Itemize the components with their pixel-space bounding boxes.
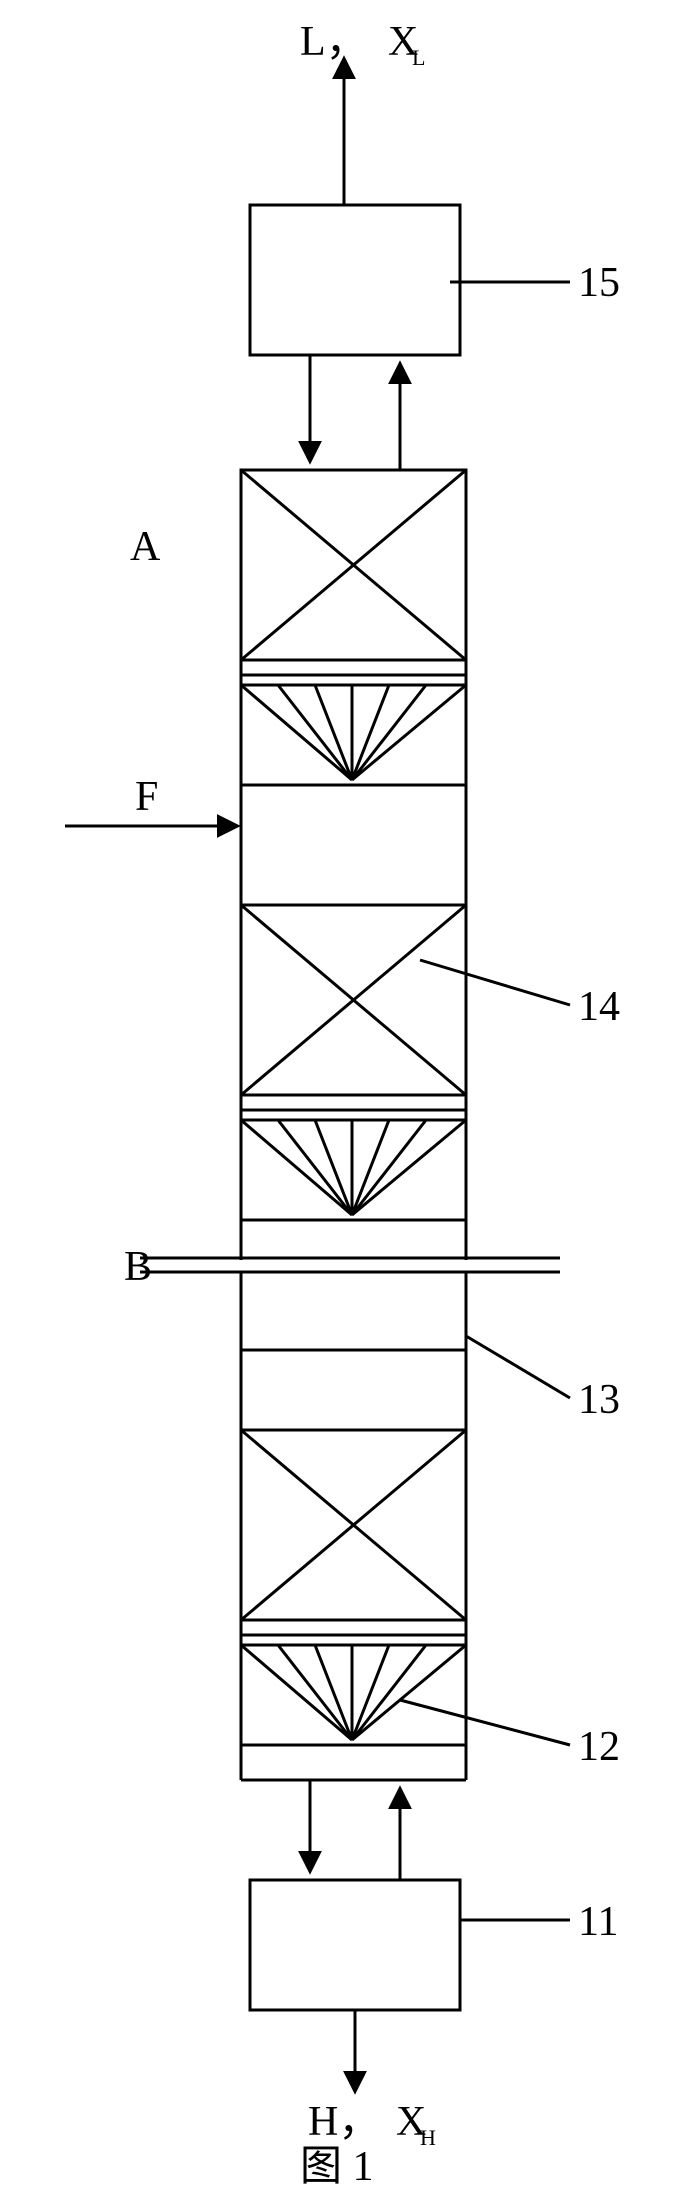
leader-14 xyxy=(420,960,570,1005)
feed-section xyxy=(241,785,466,905)
callout-12: 12 xyxy=(578,1724,620,1770)
feed-label: F xyxy=(135,774,158,820)
distributor-1-cone xyxy=(241,685,466,780)
column-diagram: L， X L 15 A F 14 B 13 12 11 H， X H 图 1 xyxy=(0,0,685,2189)
diagram-root: L， X L 15 A F 14 B 13 12 11 H， X H 图 1 xyxy=(0,0,685,2189)
top-out-label-1: L， xyxy=(300,19,368,65)
section-label-b: B xyxy=(124,1244,152,1290)
distributor-3-cone xyxy=(241,1645,466,1740)
bot-out-label-1: H， xyxy=(308,2099,380,2145)
figure-caption: 图 1 xyxy=(300,2144,374,2189)
callout-14: 14 xyxy=(578,984,620,1030)
callout-11: 11 xyxy=(578,1899,618,1945)
distributor-2-cone xyxy=(241,1120,466,1215)
empty-section-b xyxy=(241,1350,466,1430)
leader-12 xyxy=(400,1700,570,1745)
top-out-label-2-sub: L xyxy=(412,45,425,70)
section-label-a: A xyxy=(130,524,161,570)
callout-13: 13 xyxy=(578,1377,620,1423)
bot-out-label-2-sub: H xyxy=(420,2125,436,2150)
leader-13 xyxy=(466,1336,570,1398)
top-box xyxy=(250,205,460,355)
bottom-box xyxy=(250,1880,460,2010)
callout-15: 15 xyxy=(578,260,620,306)
